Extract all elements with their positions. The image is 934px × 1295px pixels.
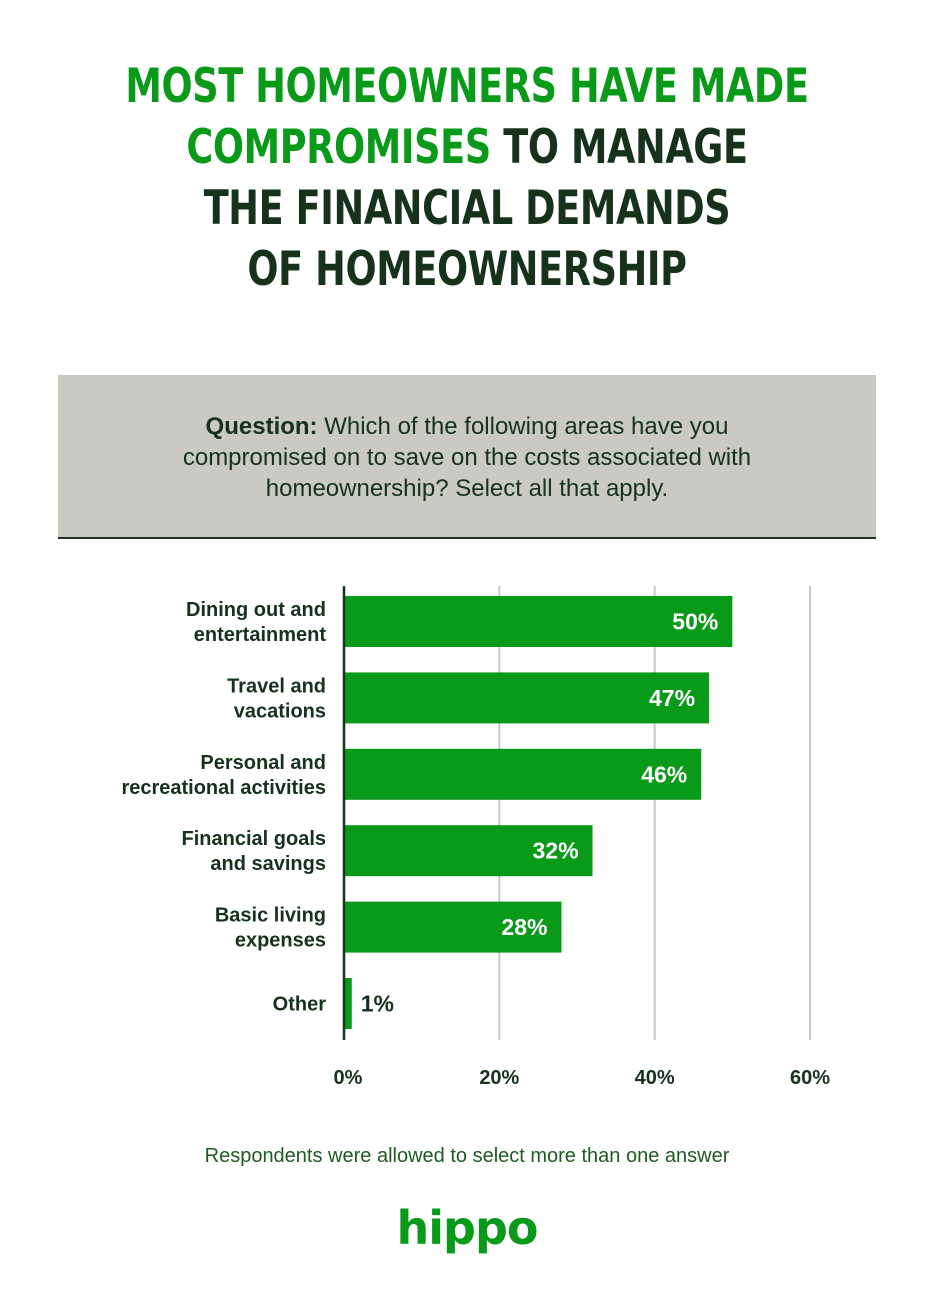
bar <box>344 672 710 724</box>
bar <box>344 825 593 877</box>
hippo-logo: hippo <box>396 1201 539 1255</box>
data-label: 32% <box>532 838 578 864</box>
data-label: 46% <box>641 761 687 787</box>
category-label: expenses <box>235 930 326 952</box>
title-line-3: THE FINANCIAL DEMANDS <box>203 181 731 236</box>
chart-title: MOST HOMEOWNERS HAVE MADE COMPROMISES TO… <box>103 56 832 300</box>
category-label: and savings <box>210 853 326 875</box>
question-line-3: homeownership? Select all that apply. <box>265 475 669 502</box>
category-label: Personal and <box>200 752 326 774</box>
x-tick-label: 0% <box>334 1067 363 1089</box>
bar <box>344 596 733 647</box>
question-line-1-rest: Which of the following areas have you <box>317 413 729 440</box>
x-tick-label: 20% <box>479 1067 519 1089</box>
title-line-1: MOST HOMEOWNERS HAVE MADE <box>125 59 809 114</box>
x-tick-label: 40% <box>635 1067 675 1089</box>
category-label: recreational activities <box>121 777 326 799</box>
data-label: 1% <box>361 991 394 1017</box>
title-line-4: OF HOMEOWNERSHIP <box>247 242 687 297</box>
title-highlight: COMPROMISES <box>186 120 491 175</box>
question-box: Question: Which of the following areas h… <box>58 375 876 539</box>
title-line-2: COMPROMISES TO MANAGE <box>103 117 832 178</box>
data-label: 50% <box>672 609 718 635</box>
category-label: entertainment <box>194 624 327 646</box>
category-label: Basic living <box>215 905 326 927</box>
data-label: 28% <box>501 914 547 940</box>
question-label: Question: <box>205 413 318 440</box>
footnote: Respondents were allowed to select more … <box>204 1145 730 1167</box>
bar <box>344 748 702 800</box>
category-label: Other <box>273 994 327 1016</box>
question-line-2: compromised on to save on the costs asso… <box>182 444 752 471</box>
bar-chart: 0% 20% 40% 60% Dining out and entertainment 50… <box>121 586 830 1089</box>
category-label: Travel and <box>227 675 326 697</box>
title-line-2-rest: TO MANAGE <box>490 120 748 175</box>
bar <box>344 901 562 953</box>
category-label: vacations <box>234 700 326 722</box>
data-label: 47% <box>649 685 695 711</box>
x-tick-label: 60% <box>790 1067 830 1089</box>
question-line-1: Question: Which of the following areas h… <box>58 411 876 442</box>
category-label: Dining out and <box>186 599 326 621</box>
bar <box>344 978 352 1029</box>
category-label: Financial goals <box>182 828 326 850</box>
